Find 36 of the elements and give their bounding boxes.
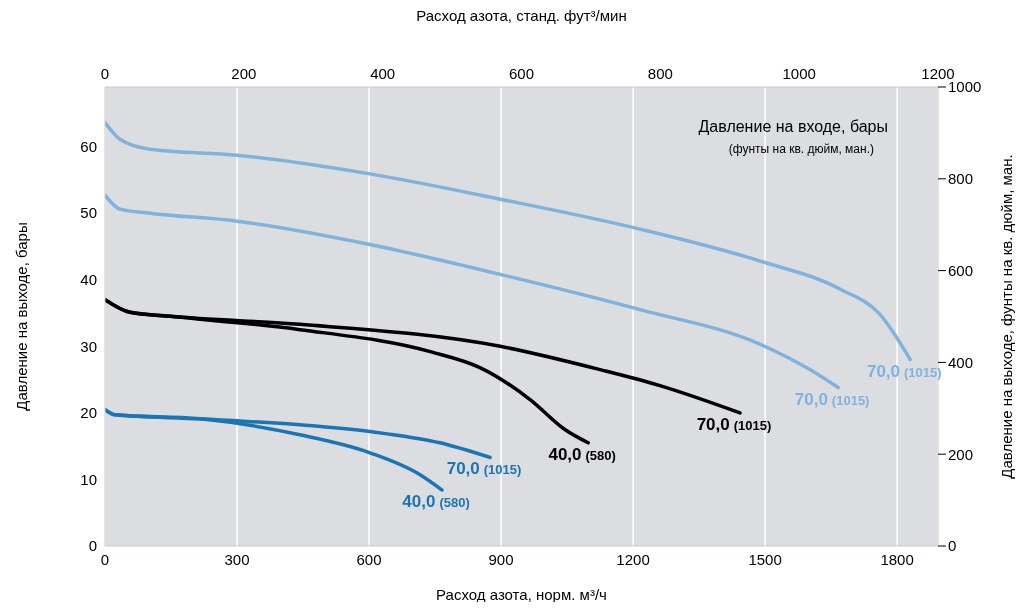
annotation: (фунты на кв. дюйм, ман.) [727,142,875,156]
series-label: 40,0 (580) [402,492,470,512]
y2-tick-label: 400 [948,353,974,371]
y-tick-label: 30 [80,337,97,355]
x2-tick-label: 600 [508,65,535,82]
x2-axis-title: Расход азота, станд. фут³/мин [416,6,627,24]
y-axis-title: Давление на выходе, бары [13,222,31,411]
x2-tick-label: 200 [231,65,257,82]
y2-tick-label: 800 [948,170,974,188]
x-tick-label: 300 [224,550,250,568]
y-tick-label: 10 [80,470,97,488]
x-tick-label: 1500 [748,550,782,568]
x2-tick-label: 0 [100,65,110,82]
series-label: 70,0 (1015) [696,414,772,434]
x-tick-label: 1800 [880,550,914,568]
x-tick-label: 600 [356,550,382,568]
y2-tick-label: 600 [948,261,974,279]
y2-axis-title: Давление на выходе, фунты на кв. дюйм, ман. [998,154,1016,479]
y-tick-label: 0 [88,537,97,555]
x-tick-label: 0 [100,550,110,568]
x-tick-label: 1200 [616,550,650,568]
y2-tick-label: 0 [948,537,957,555]
series-label: 40,0 (580) [548,444,616,464]
x2-tick-label: 400 [370,65,396,82]
series-label: 70,0 (1015) [866,361,942,381]
legend-title: Давление на входе, бары [697,118,888,136]
series-label: 70,0 (1015) [794,389,870,409]
x2-tick-label: 800 [647,65,673,82]
y-tick-label: 20 [80,404,97,422]
y-tick-label: 60 [80,137,97,155]
series-label: 70,0 (1015) [446,459,522,479]
y2-tick-label: 200 [948,445,974,463]
x-tick-label: 900 [488,550,514,568]
x2-tick-label: 1000 [782,65,816,82]
y-tick-label: 40 [80,271,97,289]
y-tick-label: 50 [80,204,97,222]
